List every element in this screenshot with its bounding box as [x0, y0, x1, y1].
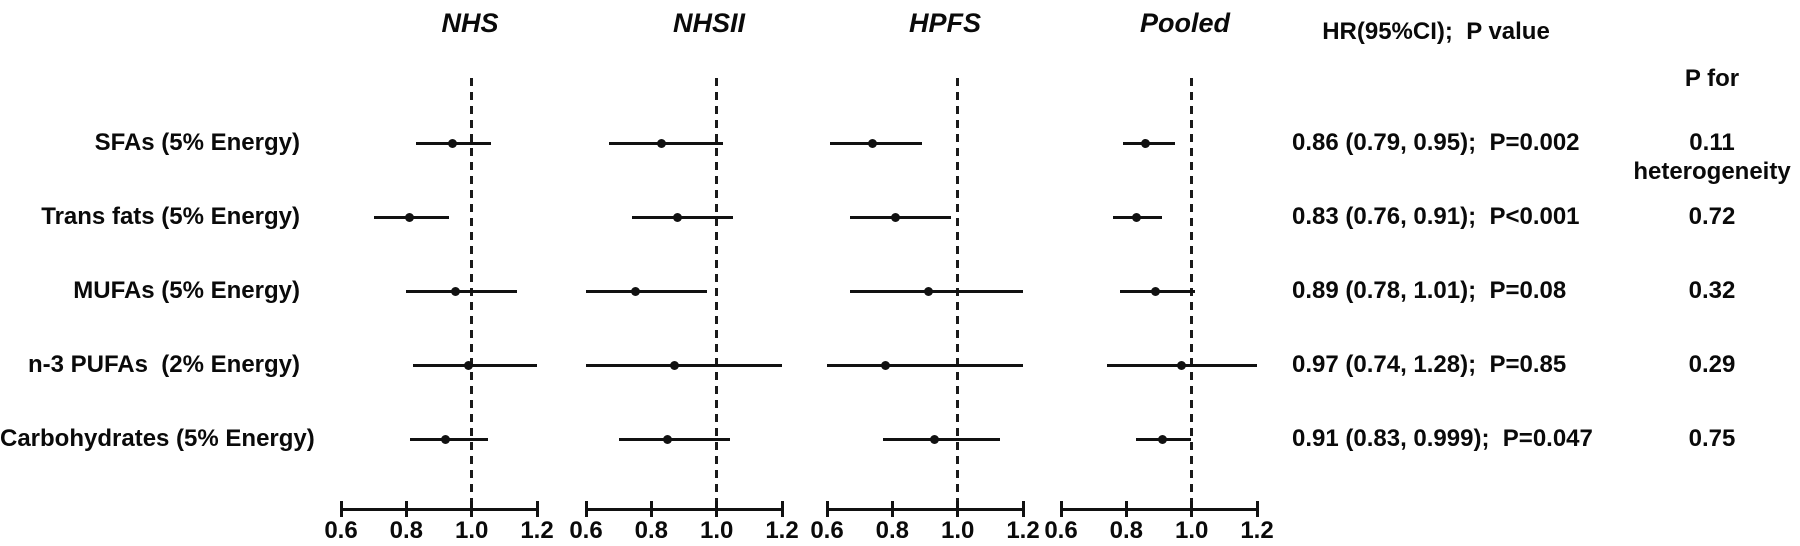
axis-tick	[1059, 501, 1063, 517]
axis-tick	[956, 501, 960, 517]
reference-line	[715, 78, 719, 510]
point-marker	[881, 360, 891, 370]
axis-tick-label: 0.6	[810, 517, 844, 544]
axis-tick	[1124, 501, 1128, 517]
point-marker	[891, 212, 901, 222]
point-marker	[447, 138, 457, 148]
point-marker	[1151, 286, 1161, 296]
axis-tick	[1255, 501, 1259, 517]
hr-ci-pvalue-text: 0.91 (0.83, 0.999); P=0.047	[1292, 425, 1593, 452]
point-marker	[656, 138, 666, 148]
point-marker	[923, 286, 933, 296]
axis-tick-label: 0.6	[1044, 517, 1078, 544]
point-marker	[463, 360, 473, 370]
point-marker	[868, 138, 878, 148]
row-label: MUFAs (5% Energy)	[73, 277, 300, 304]
axis-tick-label: 0.6	[324, 517, 358, 544]
axis-tick-label: 1.0	[699, 517, 734, 544]
ci-line	[586, 364, 782, 367]
p-heterogeneity-value: 0.11	[1689, 129, 1735, 156]
axis-tick	[470, 501, 474, 517]
axis-tick-label: 1.2	[765, 517, 799, 544]
ci-line	[608, 142, 724, 145]
panel-pooled: 0.6 0.8 1.0 1.2	[1044, 0, 1274, 546]
axis-tick	[825, 501, 829, 517]
x-axis-line	[341, 508, 537, 511]
ci-line	[618, 438, 730, 441]
p-heterogeneity-value: 0.32	[1688, 277, 1736, 304]
column-header-hpfs: HPFS	[908, 8, 982, 38]
point-marker	[669, 360, 679, 370]
axis-tick-label: 1.2	[520, 517, 554, 544]
point-marker	[405, 212, 415, 222]
point-marker	[663, 434, 673, 444]
panel-hpfs: 0.6 0.8 1.0 1.2	[810, 0, 1040, 546]
ci-line	[882, 438, 1001, 441]
row-label: Carbohydrates (5% Energy)	[0, 425, 315, 452]
panel-nhs: 0.6 0.8 1.0 1.2	[324, 0, 554, 546]
hr-ci-pvalue-text: 0.86 (0.79, 0.95); P=0.002	[1292, 129, 1580, 156]
row-label: n-3 PUFAs (2% Energy)	[27, 351, 300, 378]
axis-tick-label: 0.8	[875, 517, 910, 544]
point-marker	[450, 286, 460, 296]
x-axis-line	[827, 508, 1023, 511]
point-marker	[672, 212, 682, 222]
hr-ci-pvalue-text: 0.89 (0.78, 1.01); P=0.08	[1292, 277, 1567, 304]
p-heterogeneity-header-line2: heterogeneity	[1633, 158, 1791, 185]
axis-tick	[890, 501, 894, 517]
axis-tick-label: 1.0	[940, 517, 975, 544]
point-marker	[1177, 360, 1187, 370]
point-marker	[1157, 434, 1167, 444]
point-marker	[1131, 212, 1141, 222]
axis-tick-label: 0.8	[389, 517, 424, 544]
p-heterogeneity-header-line1: P for	[1684, 65, 1740, 92]
panel-nhsii: 0.6 0.8 1.0 1.2	[569, 0, 799, 546]
point-marker	[630, 286, 640, 296]
p-heterogeneity-value: 0.72	[1688, 203, 1736, 230]
ci-line	[849, 216, 952, 219]
axis-tick-label: 1.0	[1174, 517, 1209, 544]
row-label: SFAs (5% Energy)	[94, 129, 300, 156]
column-header-hr-ci-pvalue: HR(95%CI); P value	[1322, 18, 1550, 45]
axis-tick-label: 1.2	[1240, 517, 1274, 544]
axis-tick	[535, 501, 539, 517]
axis-tick	[339, 501, 343, 517]
point-marker	[441, 434, 451, 444]
column-header-p-heterogeneity: P for heterogeneity	[1633, 1, 1790, 249]
ci-line	[849, 290, 1023, 293]
row-label: Trans fats (5% Energy)	[41, 203, 300, 230]
hr-ci-pvalue-text: 0.97 (0.74, 1.28); P=0.85	[1292, 351, 1567, 378]
ci-line	[586, 290, 707, 293]
ci-line	[412, 364, 537, 367]
axis-tick	[1021, 501, 1025, 517]
axis-tick	[715, 501, 719, 517]
point-marker	[1141, 138, 1151, 148]
axis-tick	[649, 501, 653, 517]
axis-tick	[404, 501, 408, 517]
x-axis-line	[586, 508, 782, 511]
reference-line	[470, 78, 474, 510]
reference-line	[956, 78, 960, 510]
ci-line	[631, 216, 733, 219]
axis-tick-label: 0.8	[1109, 517, 1144, 544]
ci-line	[827, 364, 1023, 367]
axis-tick-label: 0.6	[569, 517, 603, 544]
column-header-pooled: Pooled	[1139, 8, 1231, 38]
p-heterogeneity-value: 0.75	[1688, 425, 1736, 452]
ci-line	[406, 290, 518, 293]
axis-tick-label: 0.8	[634, 517, 669, 544]
hr-ci-pvalue-text: 0.83 (0.76, 0.91); P<0.001	[1292, 203, 1580, 230]
point-marker	[930, 434, 940, 444]
axis-tick	[780, 501, 784, 517]
axis-tick-label: 1.2	[1006, 517, 1040, 544]
reference-line	[1190, 78, 1194, 510]
p-heterogeneity-value: 0.29	[1688, 351, 1736, 378]
axis-tick	[1190, 501, 1194, 517]
x-axis-line	[1061, 508, 1257, 511]
column-header-nhs: NHS	[441, 8, 499, 38]
axis-tick	[584, 501, 588, 517]
column-header-nhsii: NHSII	[672, 8, 746, 38]
axis-tick-label: 1.0	[454, 517, 489, 544]
